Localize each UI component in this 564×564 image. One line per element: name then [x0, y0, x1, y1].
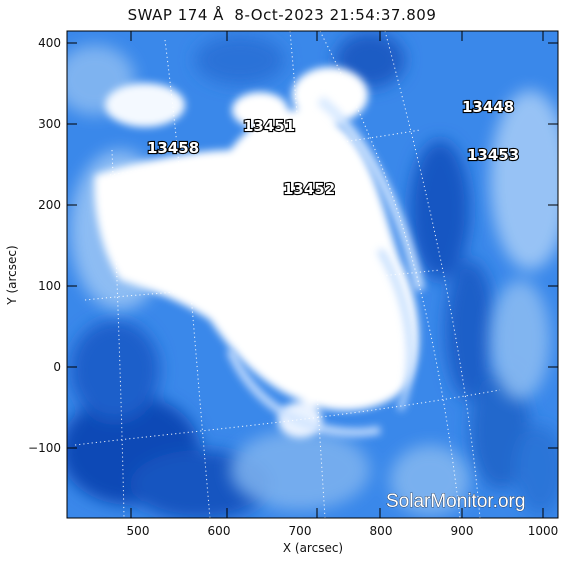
- x-tick-label: 600: [208, 524, 231, 538]
- x-tick-label: 800: [370, 524, 393, 538]
- active-region-label: 13448: [462, 98, 514, 116]
- x-tick-label: 1000: [528, 524, 559, 538]
- active-region-label: 13451: [243, 117, 295, 135]
- x-tick-marks: [130, 31, 544, 518]
- y-tick-label: 100: [38, 279, 61, 293]
- euv-image: [67, 31, 558, 518]
- active-region-label: 13452: [283, 180, 335, 198]
- y-tick-label: 200: [38, 198, 61, 212]
- heliographic-grid: [74, 31, 501, 518]
- plot-frame: [66, 30, 559, 519]
- image-title: SWAP 174 Å 8-Oct-2023 21:54:37.809: [127, 6, 437, 24]
- y-tick-marks: [67, 42, 558, 449]
- y-axis-title: Y (arcsec): [5, 245, 19, 305]
- y-tick-label: 0: [53, 360, 61, 374]
- y-tick-label: −100: [28, 441, 61, 455]
- x-tick-label: 500: [127, 524, 150, 538]
- x-tick-label: 900: [451, 524, 474, 538]
- y-tick-label: 400: [38, 36, 61, 50]
- y-tick-label: 300: [38, 117, 61, 131]
- coronal-loops: [226, 96, 425, 437]
- x-axis-title: X (arcsec): [283, 541, 343, 555]
- x-tick-label: 700: [289, 524, 312, 538]
- saturated-active-core: [94, 67, 419, 438]
- solarmonitor-watermark: SolarMonitor.org: [386, 491, 525, 512]
- active-region-label: 13453: [467, 146, 519, 164]
- active-region-label: 13458: [147, 139, 199, 157]
